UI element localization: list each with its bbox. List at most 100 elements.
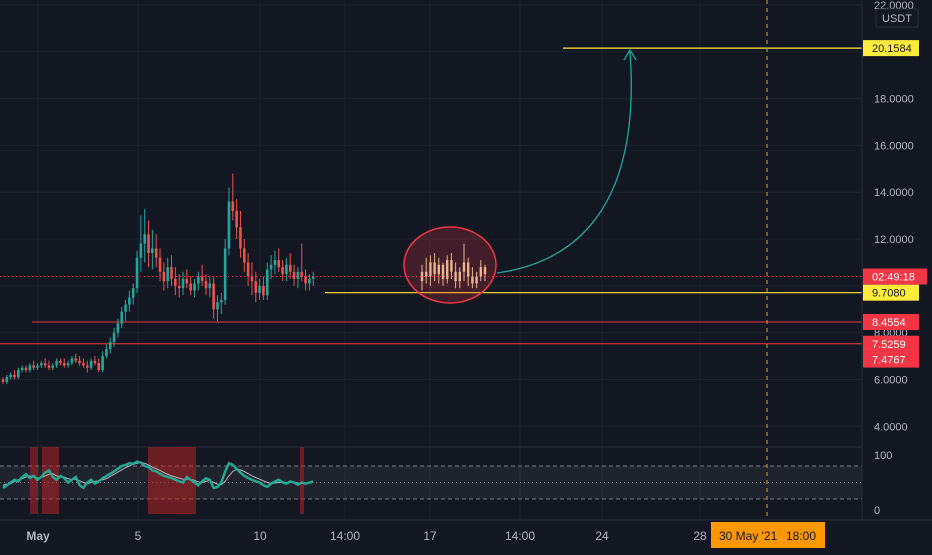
candle-body <box>254 281 258 293</box>
price-tick-label: 18.0000 <box>874 94 914 106</box>
candle-body <box>189 283 192 291</box>
candle-body <box>308 278 311 284</box>
candle-body <box>311 276 315 279</box>
candle-body <box>174 278 177 286</box>
candle-body <box>258 285 261 293</box>
time-tick-label: 10 <box>253 529 267 543</box>
candle-body <box>281 267 284 275</box>
candle-body <box>32 365 35 368</box>
candle-body <box>43 363 47 366</box>
candle-body <box>273 260 277 265</box>
candle-body <box>59 360 62 364</box>
currency-badge <box>875 8 919 28</box>
oscillator-signal-line <box>2 462 314 486</box>
time-tick-label: 24 <box>595 529 609 543</box>
time-tick-label: 28 <box>693 529 707 543</box>
projection-candle-body <box>425 271 428 277</box>
candle-body <box>116 323 120 333</box>
candle-body <box>47 365 51 368</box>
projection-candle-body <box>467 262 470 277</box>
candle-body <box>36 365 39 368</box>
candle-body <box>101 356 104 371</box>
candle-body <box>93 360 97 364</box>
candle-body <box>177 285 181 289</box>
projection-candle-body <box>429 262 432 277</box>
candle-body <box>162 271 166 282</box>
support-level-label: 9.7080 <box>872 288 906 300</box>
candle-body <box>78 360 81 364</box>
candle-body <box>231 201 235 211</box>
projection-candle-body <box>462 262 466 272</box>
price-axis[interactable]: 22.000020.000018.000016.000014.000012.00… <box>861 0 932 520</box>
projection-candle-body <box>450 260 453 272</box>
candle-body <box>200 276 204 282</box>
candle-body <box>262 285 265 296</box>
candle-body <box>108 342 112 350</box>
date-marker-time: 18:00 <box>786 529 816 543</box>
overbought-zone <box>300 447 304 514</box>
candle-body <box>239 227 242 249</box>
candle-body <box>40 363 43 366</box>
resistance-level-label: 7.4767 <box>872 355 906 367</box>
candle-body <box>17 370 20 378</box>
currency-label: USDT <box>882 13 912 25</box>
candle-body <box>120 311 124 324</box>
projection-candle-body <box>458 271 461 282</box>
highlight-ellipse <box>403 226 497 304</box>
candle-body <box>5 377 9 382</box>
target-level-label-bg <box>863 40 919 57</box>
projection-candle-body <box>454 271 457 282</box>
date-marker-label: 30 May '21 <box>719 529 778 543</box>
projection-candle-body <box>471 276 474 284</box>
oscillator-tick-label: 0 <box>874 505 880 517</box>
candle-body <box>197 276 200 284</box>
price-candles <box>1 173 315 385</box>
candle-body <box>296 271 300 279</box>
oscillator-band <box>0 466 862 499</box>
projection-candle-body <box>483 267 487 275</box>
candle-body <box>304 276 307 284</box>
candle-body <box>181 278 185 289</box>
candle-body <box>1 379 5 382</box>
date-marker-badge <box>711 522 825 548</box>
target-level-label: 20.1584 <box>872 43 912 55</box>
countdown-bg <box>863 268 927 285</box>
oscillator-pane <box>0 446 932 514</box>
candle-body <box>97 363 101 371</box>
price-tick-label: 16.0000 <box>874 140 914 152</box>
candle-body <box>128 297 131 305</box>
horizontal-levels[interactable] <box>0 0 862 520</box>
time-tick-label: May <box>26 529 50 543</box>
price-tick-label: 12.0000 <box>874 234 914 246</box>
candle-body <box>250 276 254 282</box>
annotation-drawing[interactable] <box>403 48 637 304</box>
candle-body <box>28 365 32 371</box>
time-tick-label: 14:00 <box>505 529 535 543</box>
candle-body <box>62 363 66 366</box>
candle-body <box>143 234 147 244</box>
candle-body <box>139 243 143 258</box>
candle-body <box>212 283 215 310</box>
candle-body <box>147 234 150 254</box>
candle-body <box>82 363 85 366</box>
projection-candle-body <box>441 264 445 279</box>
time-axis[interactable]: May 5 10 14:00 17 14:00 24 28 30 May '21 18:00 <box>0 519 932 550</box>
candle-body <box>204 281 208 289</box>
candle-body <box>13 374 16 378</box>
projection-candles <box>420 243 487 291</box>
candle-body <box>277 260 281 268</box>
candle-body <box>135 257 139 289</box>
candle-body <box>55 360 58 366</box>
projection-candle-body <box>437 264 440 275</box>
candle-body <box>235 210 238 228</box>
projection-arrow-curve <box>496 51 632 274</box>
overbought-zone <box>42 447 59 514</box>
candle-body <box>124 304 127 312</box>
candle-body <box>20 367 24 371</box>
candle-body <box>131 288 135 298</box>
candle-body <box>246 262 250 277</box>
candle-body <box>105 349 108 357</box>
oscillator-tick-label: 100 <box>874 450 892 462</box>
